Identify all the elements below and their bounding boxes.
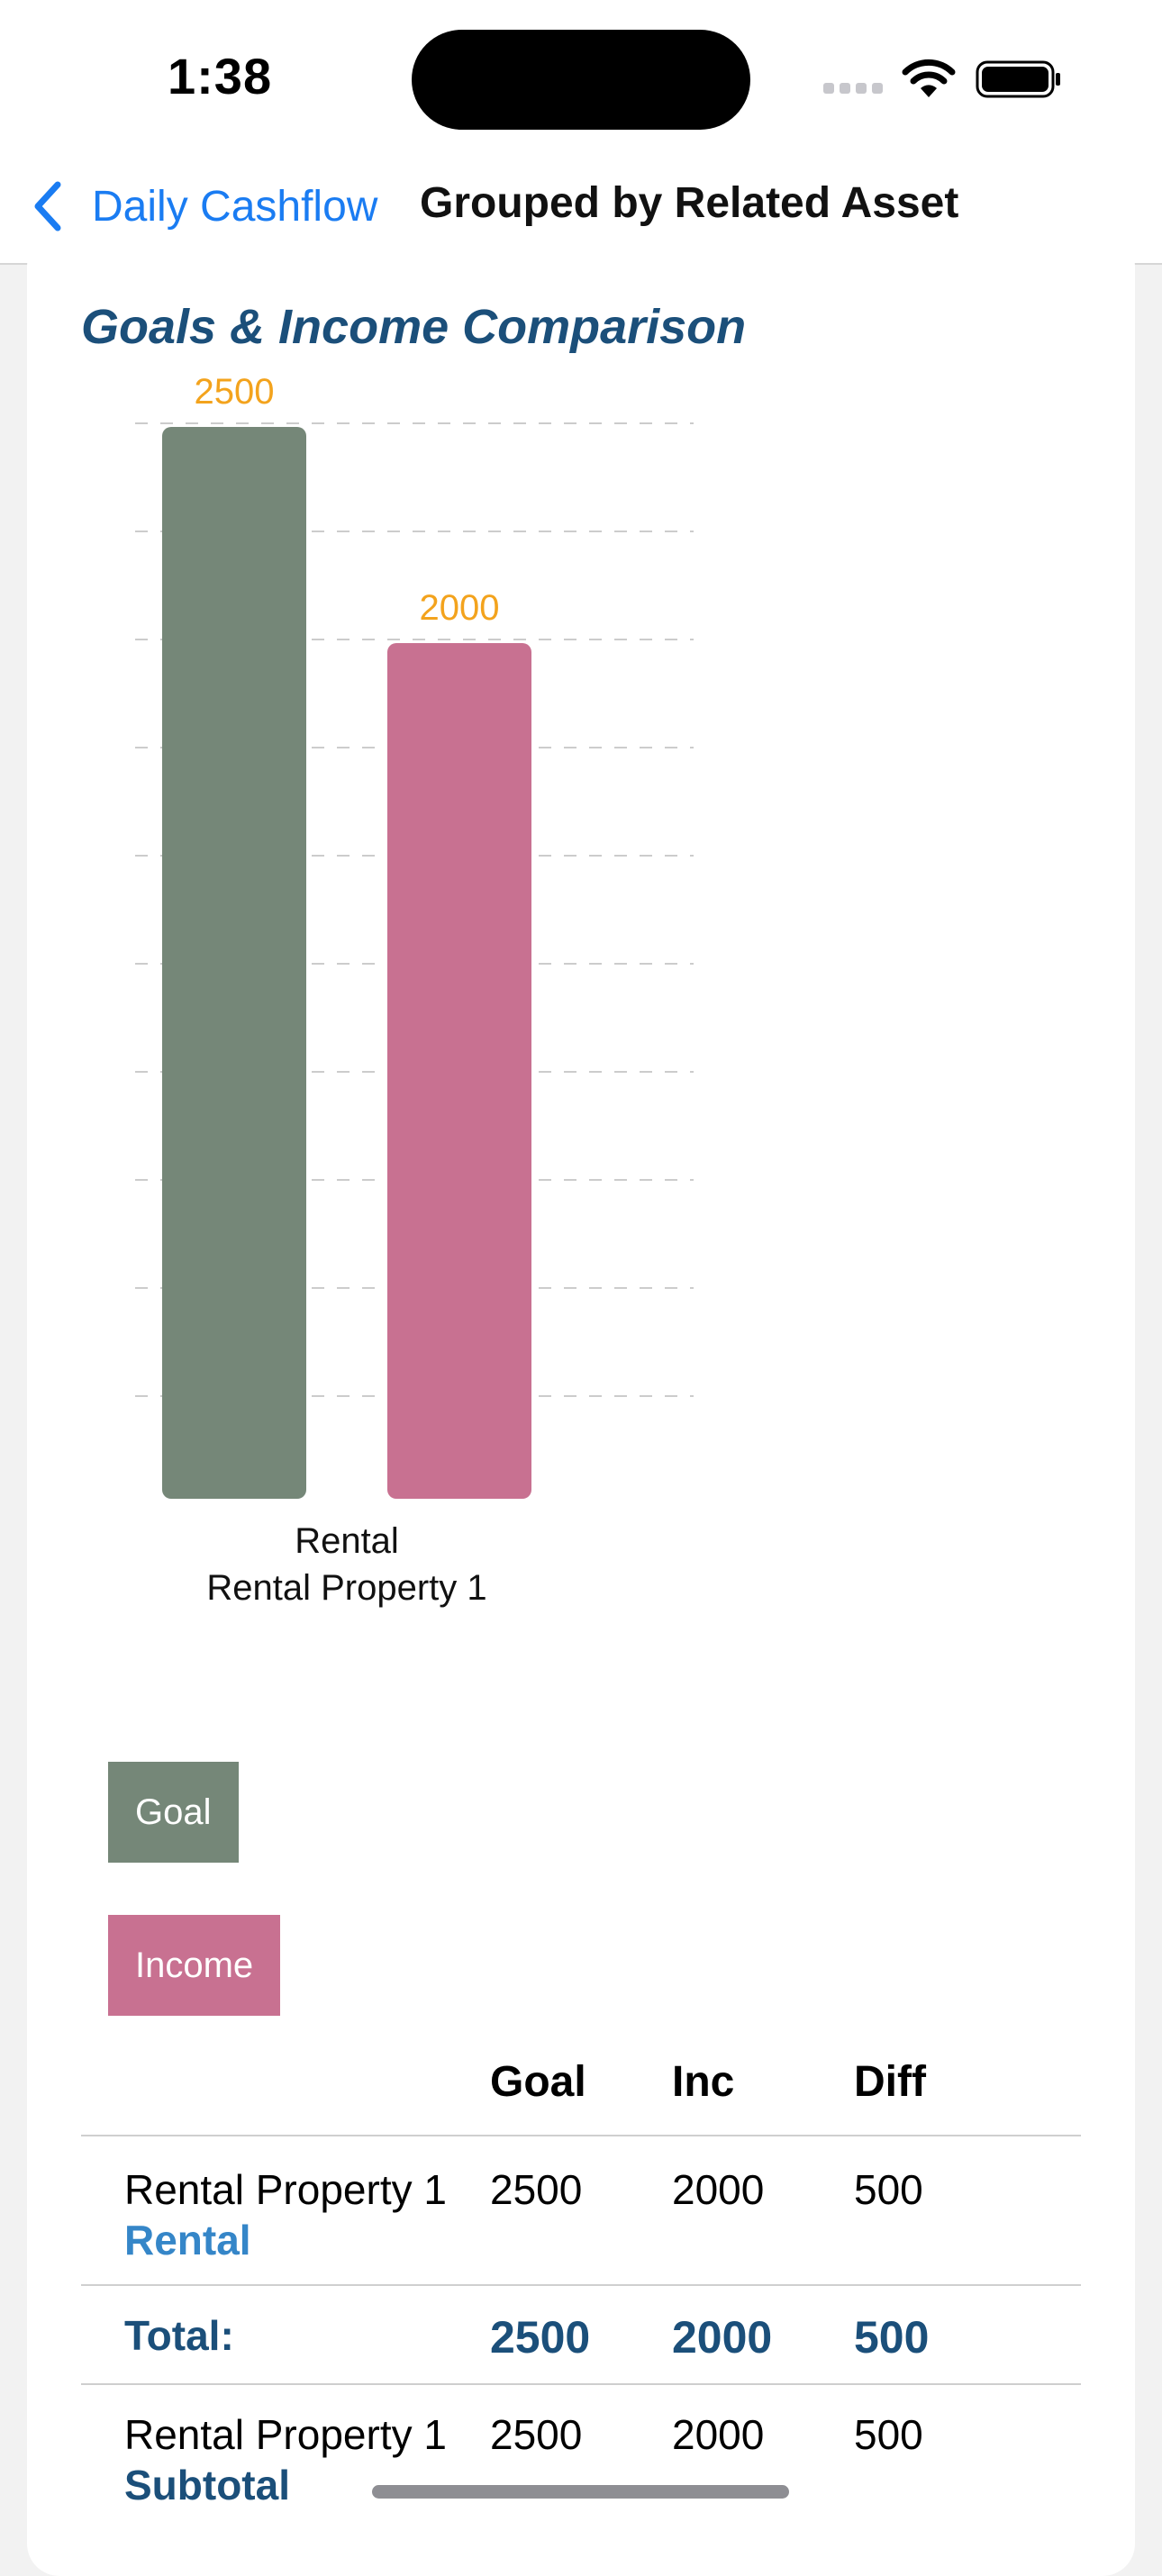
header-goal: Goal [490,2058,586,2106]
bar-goal [162,427,306,1499]
status-time: 1:38 [168,48,273,104]
total-inc: 2000 [672,2312,773,2363]
subtotal-row[interactable]: Rental Property 1 Subtotal 2500 2000 500 [81,2385,1081,2533]
row-asset-name: Rental Property 1 [124,2166,447,2213]
row-diff: 500 [854,2166,923,2213]
total-goal: 2500 [490,2312,591,2363]
subtotal-asset-name: Rental Property 1 [124,2411,447,2458]
subtotal-diff: 500 [854,2411,923,2458]
x-tick-label: Rental [295,1521,399,1561]
header-inc: Inc [672,2058,735,2106]
wifi-icon [902,59,956,97]
comparison-table: Goal Inc Diff Rental Property 1 Rental 2… [81,2036,1081,2533]
bar-income [387,643,531,1499]
row-inc: 2000 [672,2166,765,2213]
subtotal-inc: 2000 [672,2411,765,2458]
table-row[interactable]: Rental Property 1 Rental 2500 2000 500 [81,2136,1081,2286]
chevron-left-icon [34,181,61,231]
data-label-goal: 2500 [195,372,275,412]
data-label-income: 2000 [420,588,500,628]
home-indicator [372,2485,789,2499]
page-title: Grouped by Related Asset [420,179,959,227]
legend-income-label: Income [135,1945,254,1985]
bar-chart: 2500 2000 Rental Rental Property 1 [135,372,694,1608]
x-tick-label: Rental Property 1 [206,1568,486,1608]
legend-income[interactable]: Income [108,1915,281,2016]
table-header: Goal Inc Diff [81,2036,1081,2136]
header-diff: Diff [854,2058,926,2106]
back-button[interactable]: Daily Cashflow [31,175,377,238]
subtotal-label: Subtotal [124,2462,290,2508]
total-label: Total: [124,2312,234,2359]
total-diff: 500 [854,2312,930,2363]
total-row: Total: 2500 2000 500 [81,2286,1081,2385]
comparison-card: Goals & Income Comparison 2500 2000 Rental… [27,234,1135,2576]
back-button-label: Daily Cashflow [92,182,378,231]
chart-title: Goals & Income Comparison [81,300,747,354]
row-goal: 2500 [490,2166,583,2213]
legend-goal[interactable]: Goal [108,1762,239,1863]
subtotal-goal: 2500 [490,2411,583,2458]
dynamic-island [412,30,750,130]
battery-icon [976,60,1060,98]
row-category: Rental [124,2217,251,2263]
legend-goal-label: Goal [135,1791,212,1832]
status-bar: 1:38 [0,0,1162,153]
